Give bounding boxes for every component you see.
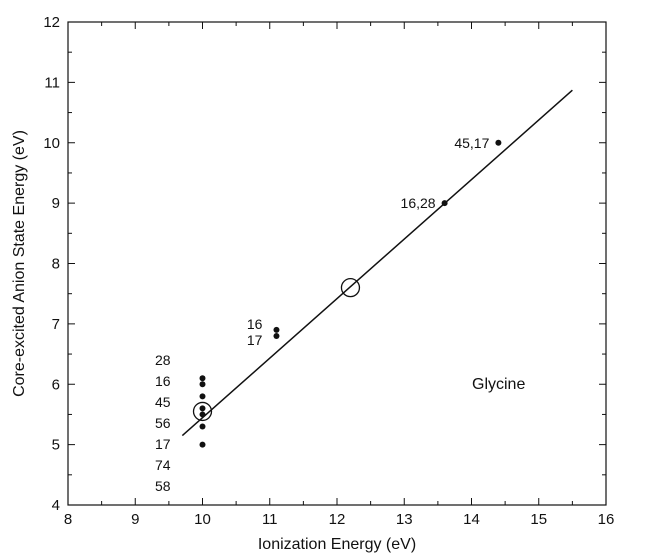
x-tick-label: 9 [131, 511, 139, 528]
data-point [495, 139, 502, 146]
y-tick-label: 9 [52, 195, 60, 212]
data-point [199, 405, 206, 412]
y-tick-label: 5 [52, 437, 60, 454]
x-tick-label: 14 [463, 511, 480, 528]
stacked-label: 45 [155, 394, 171, 410]
y-tick-label: 10 [43, 135, 60, 152]
y-tick-label: 11 [44, 74, 60, 91]
y-tick-label: 7 [52, 316, 60, 333]
x-tick-label: 16 [598, 511, 615, 528]
fit-line-group [181, 89, 573, 437]
stacked-label: 56 [155, 415, 171, 431]
point-label: 17 [247, 332, 263, 348]
open-circle-marker [340, 277, 361, 298]
stacked-label: 58 [155, 478, 171, 494]
y-tick-label: 8 [52, 256, 60, 273]
y-tick-label: 4 [52, 497, 60, 514]
plot-frame [67, 21, 607, 506]
x-tick-label: 11 [262, 511, 278, 528]
stacked-label: 17 [155, 436, 171, 452]
data-point [199, 381, 206, 388]
fit-line [181, 89, 573, 437]
data-point [273, 332, 280, 339]
x-tick-label: 12 [329, 511, 346, 528]
point-label: 16 [247, 316, 263, 332]
stacked-label: 16 [155, 373, 171, 389]
data-point [273, 326, 280, 333]
x-tick-label: 10 [194, 511, 211, 528]
point-label: 45,17 [454, 135, 489, 151]
point-label: 16,28 [401, 195, 436, 211]
open-circles [192, 277, 361, 422]
data-point [199, 423, 206, 430]
data-point [199, 441, 206, 448]
x-tick-label: 13 [396, 511, 413, 528]
stacked-label: 74 [155, 457, 171, 473]
compound-annotation: Glycine [472, 376, 525, 393]
x-tick-label: 8 [64, 511, 72, 528]
y-tick-label: 12 [43, 14, 60, 31]
data-points [199, 139, 502, 448]
data-point [199, 393, 206, 400]
x-tick-label: 15 [530, 511, 547, 528]
stacked-label: 28 [155, 352, 171, 368]
data-point [199, 375, 206, 382]
data-point [441, 200, 448, 207]
y-tick-label: 6 [52, 376, 60, 393]
open-circle-marker [192, 401, 213, 422]
data-point [199, 411, 206, 418]
y-axis-title: Core-excited Anion State Energy (eV) [11, 130, 28, 397]
x-axis-title: Ionization Energy (eV) [258, 536, 416, 553]
